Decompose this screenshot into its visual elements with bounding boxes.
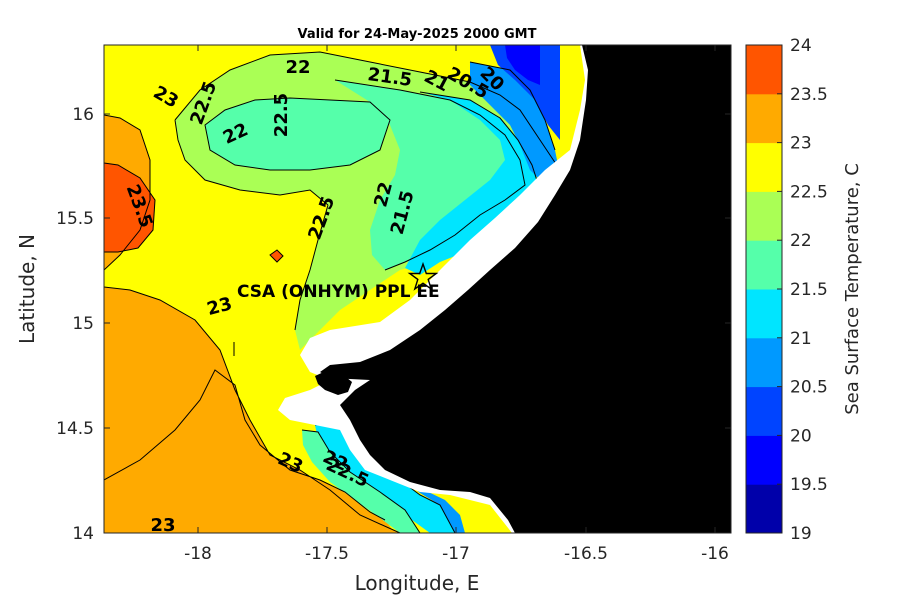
contour-label: 22 [285,57,310,78]
y-tick-label: 14 [72,524,94,544]
small-23-5-patch [269,249,284,263]
colorbar-tick-label: 19.5 [790,475,828,495]
colorbar-band [746,142,782,192]
colorbar-tick-label: 19 [790,524,812,544]
x-tick-label: -17.5 [305,544,349,564]
colorbar-tick-label: 21 [790,329,812,349]
y-tick-label: 14.5 [56,419,94,439]
chart-title: Valid for 24-May-2025 2000 GMT [298,27,537,42]
colorbar-tick-label: 20 [790,426,812,446]
contour-band-20 [490,45,560,140]
star-icon [407,261,439,291]
contour-band-23-5 [104,163,155,252]
colorbar-band [746,93,782,144]
land-mass [320,45,731,533]
colorbar [746,45,782,534]
contour-band-19-5 [505,45,540,85]
cape-verde-peninsula [315,370,352,395]
y-tick-label: 15 [72,314,94,334]
colorbar-tick-label: 23 [790,134,812,154]
colorbar-band [746,386,782,436]
y-tick-label: 16 [72,105,94,125]
x-axis-label: Longitude, E [355,571,480,595]
colorbar-tick-label: 22 [790,231,812,251]
colorbar-tick-label: 24 [790,36,812,56]
site-label: CSA (ONHYM) PPL EE [237,282,440,302]
contour-band-21-5-pool [205,98,390,170]
contour-band-21-5-south [302,430,420,533]
colorbar-tick-label: 23.5 [790,85,828,105]
x-tick-labels: -18 -17.5 -17 -16.5 -16 [184,544,729,564]
colorbar-tick-labels: 19 19.5 20 20.5 21 21.5 22 22.5 23 23.5 24 [777,36,828,544]
colorbar-tick-label: 22.5 [790,182,828,202]
colorbar-band [746,289,782,339]
map-axes-frame [103,44,732,534]
colorbar-band [746,337,782,388]
colorbar-band [746,240,782,290]
axis-tick-marks [104,45,731,534]
colorbar-band [746,191,782,241]
sst-contour-field [104,45,731,533]
contour-label: 22.5 [271,93,292,137]
colorbar-band [746,45,782,95]
x-tick-label: -17 [442,544,470,564]
x-tick-label: -16.5 [564,544,608,564]
contour-band-23-lower-left [104,370,395,533]
x-tick-label: -16 [701,544,729,564]
colorbar-band [746,435,782,485]
contour-label: 23 [150,515,175,536]
contour-band-20-5 [470,62,560,185]
y-tick-label: 15.5 [56,209,94,229]
colorbar-band [746,484,782,534]
y-axis-label: Latitude, N [15,234,39,344]
colorbar-label: Sea Surface Temperature, C [842,163,863,415]
x-tick-label: -18 [184,544,212,564]
colorbar-tick-label: 20.5 [790,378,828,398]
y-tick-labels: 14 14.5 15 15.5 16 [56,105,94,544]
contour-band-21-5-coastal [335,80,525,270]
site-marker: CSA (ONHYM) PPL EE [237,261,440,302]
colorbar-tick-label: 21.5 [790,280,828,300]
